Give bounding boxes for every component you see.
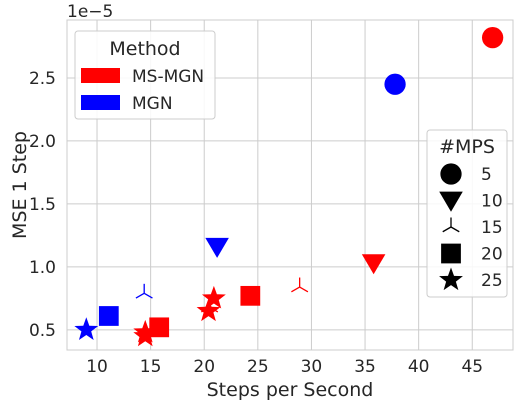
legend-label: 25	[481, 271, 503, 291]
y-tick-label: 1.5	[29, 195, 56, 215]
data-point	[133, 323, 158, 347]
legend-marker	[439, 191, 463, 212]
legend-marker	[442, 217, 460, 233]
legend-marker	[439, 267, 463, 291]
legend-marker	[441, 243, 461, 264]
plot-area	[66, 19, 514, 351]
legend-marker	[440, 163, 462, 185]
axis-ticks: 10 15 20 25 30 35 40 45 0.5 1.0 1.5 2.0 2.5	[29, 69, 483, 377]
data-point	[135, 283, 153, 299]
data-point	[384, 73, 406, 95]
y-tick-label: 1.0	[29, 258, 56, 278]
legend-label: 10	[481, 192, 503, 212]
y-tick-label: 0.5	[29, 321, 56, 341]
data-point	[240, 285, 261, 306]
y-tick-label: 2.0	[29, 132, 56, 152]
x-tick-label: 20	[193, 357, 215, 377]
legend-method: Method MS-MGN MGN	[74, 30, 216, 120]
legend-label: 15	[481, 218, 503, 238]
legend-label: MS-MGN	[132, 67, 204, 87]
y-axis-label: MSE 1 Step	[9, 131, 31, 239]
legend-label: 20	[481, 245, 503, 265]
x-tick-label: 35	[354, 357, 376, 377]
legend-swatch	[81, 95, 120, 110]
x-tick-label: 25	[247, 357, 269, 377]
y-tick-label: 2.5	[29, 69, 56, 89]
y-axis-multiplier: 1e−5	[67, 2, 113, 22]
data-point	[98, 306, 119, 326]
data-point	[196, 298, 221, 322]
data-point	[205, 237, 229, 258]
data-point	[361, 254, 386, 275]
legend-title: Method	[109, 38, 180, 60]
data-point	[74, 317, 99, 340]
x-tick-label: 30	[301, 357, 323, 377]
legend-swatch	[81, 68, 120, 83]
x-tick-label: 40	[408, 357, 430, 377]
data-point	[291, 277, 309, 293]
legend-mps: #MPS 5 10 15 20 25	[426, 129, 508, 298]
legend-label: MGN	[132, 94, 173, 114]
x-tick-label: 15	[140, 357, 162, 377]
x-axis-label: Steps per Second	[207, 379, 374, 401]
legend-label: 5	[481, 165, 492, 185]
legend-title: #MPS	[439, 136, 495, 158]
data-point	[481, 26, 504, 49]
data-point	[201, 285, 226, 309]
x-tick-label: 10	[86, 357, 108, 377]
data-points	[74, 26, 504, 347]
x-tick-label: 45	[461, 357, 483, 377]
